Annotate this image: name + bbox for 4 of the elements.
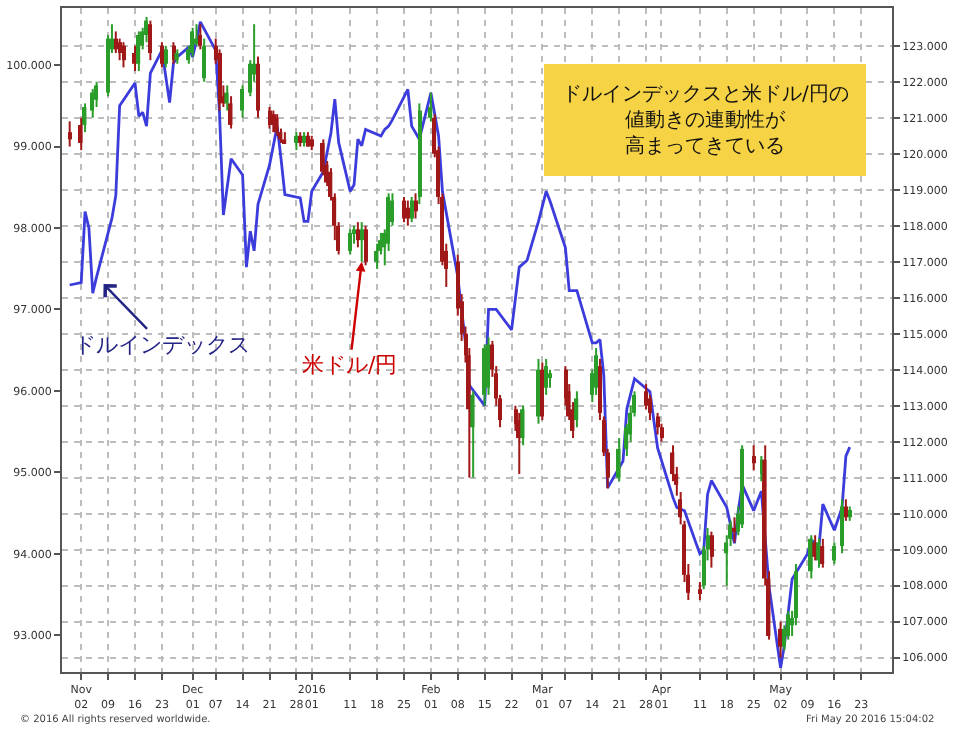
text: 米ドル/円	[302, 352, 398, 378]
annotation: ドルインデックスと米ドル/円の値動きの連動性が高まってきている	[562, 82, 849, 158]
series-label: ドルインデックス	[74, 332, 250, 358]
line-series	[68, 20, 852, 670]
